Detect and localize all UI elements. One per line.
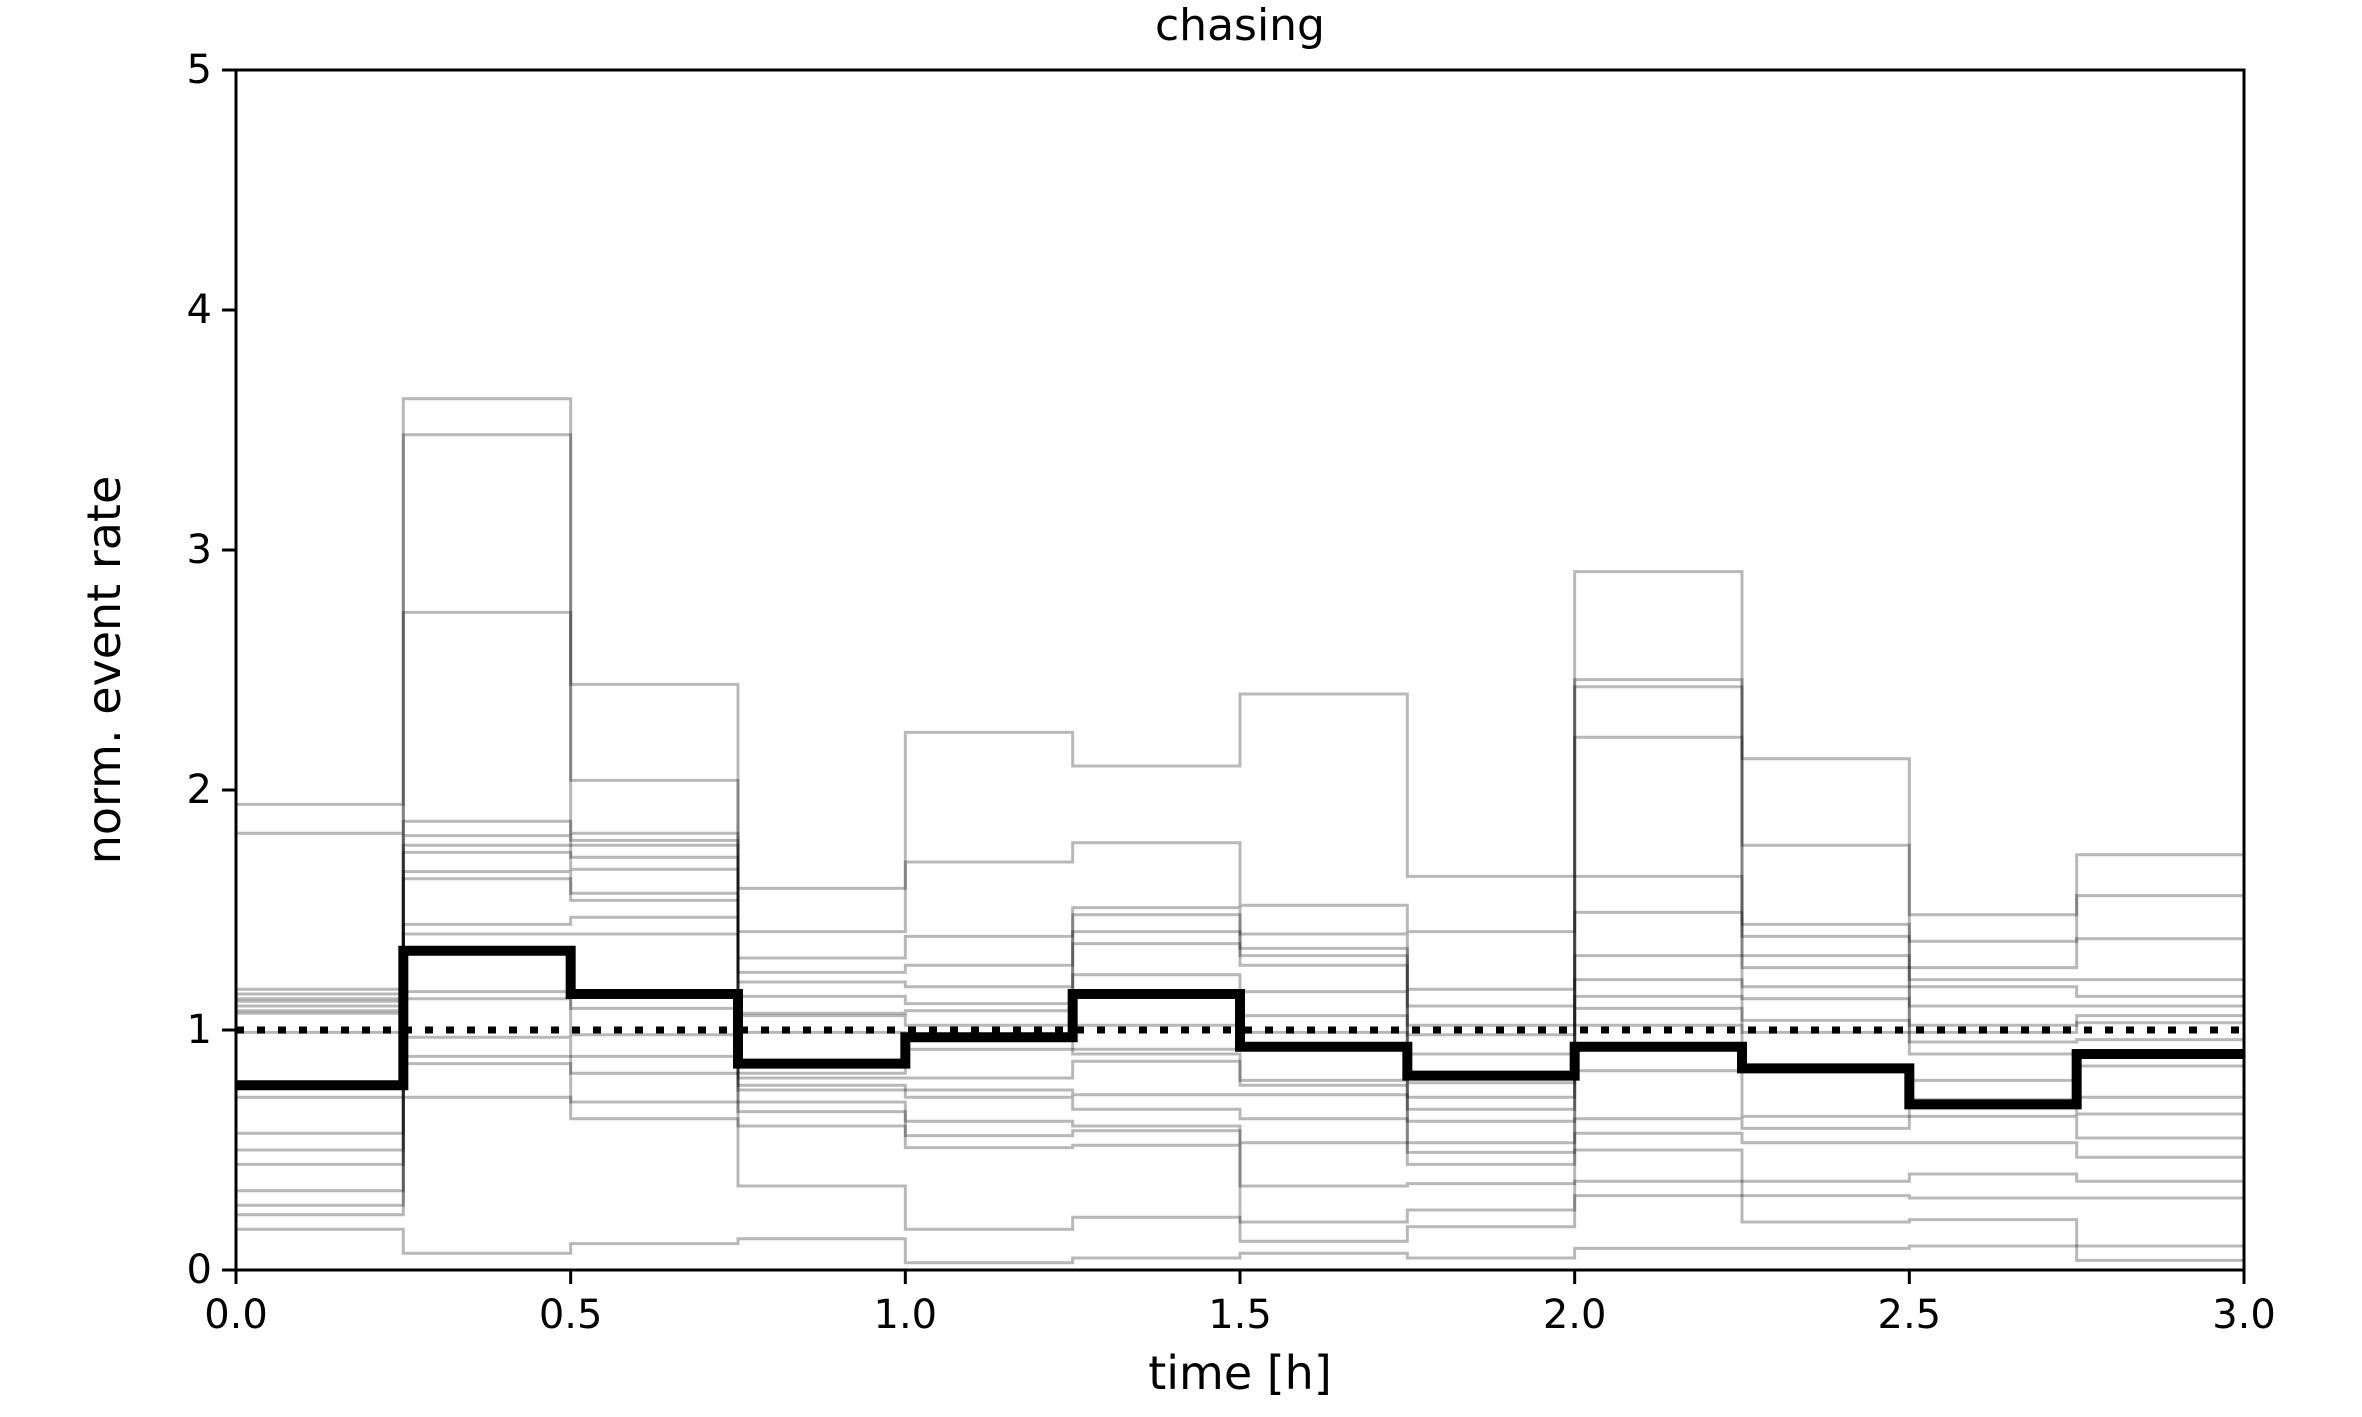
- x-tick-label: 1.0: [873, 1292, 938, 1338]
- individual-step-line: [236, 1227, 2244, 1265]
- x-tick-label: 2.0: [1542, 1292, 1607, 1338]
- individual-step-line: [236, 915, 2244, 1111]
- individual-step-line: [236, 735, 2244, 1008]
- individual-step-line: [236, 997, 2244, 1154]
- y-tick-label: 0: [186, 1247, 212, 1293]
- mean-step-line: [236, 945, 2244, 1110]
- plot-frame: [234, 68, 2246, 1272]
- y-tick-label: 5: [186, 47, 212, 93]
- individual-step-line: [236, 1054, 2244, 1193]
- x-tick-label: 3.0: [2212, 1292, 2276, 1338]
- y-tick-label: 1: [186, 1007, 212, 1053]
- x-tick-label: 1.5: [1208, 1292, 1272, 1338]
- individual-step-line: [236, 834, 2244, 1027]
- individual-step-line: [236, 843, 2244, 1037]
- x-tick-label: 2.5: [1877, 1292, 1942, 1338]
- y-tick-label: 4: [186, 287, 212, 333]
- individual-step-line: [236, 850, 2244, 1056]
- individual-step-line: [236, 610, 2244, 991]
- chart-title: chasing: [1154, 0, 1325, 51]
- individual-step-line: [236, 990, 2244, 1145]
- x-tick-label: 0.5: [538, 1292, 603, 1338]
- y-tick-label: 2: [186, 767, 212, 813]
- individual-step-line: [236, 1095, 2244, 1248]
- x-tick-label: 0.0: [204, 1292, 268, 1338]
- individual-step-line: [236, 1035, 2244, 1166]
- individual-step-line: [236, 397, 2244, 917]
- individual-step-line: [236, 433, 2244, 943]
- individual-step-line: [236, 1062, 2244, 1224]
- y-tick-label: 3: [186, 527, 212, 573]
- x-axis-label: time [h]: [1148, 1346, 1332, 1400]
